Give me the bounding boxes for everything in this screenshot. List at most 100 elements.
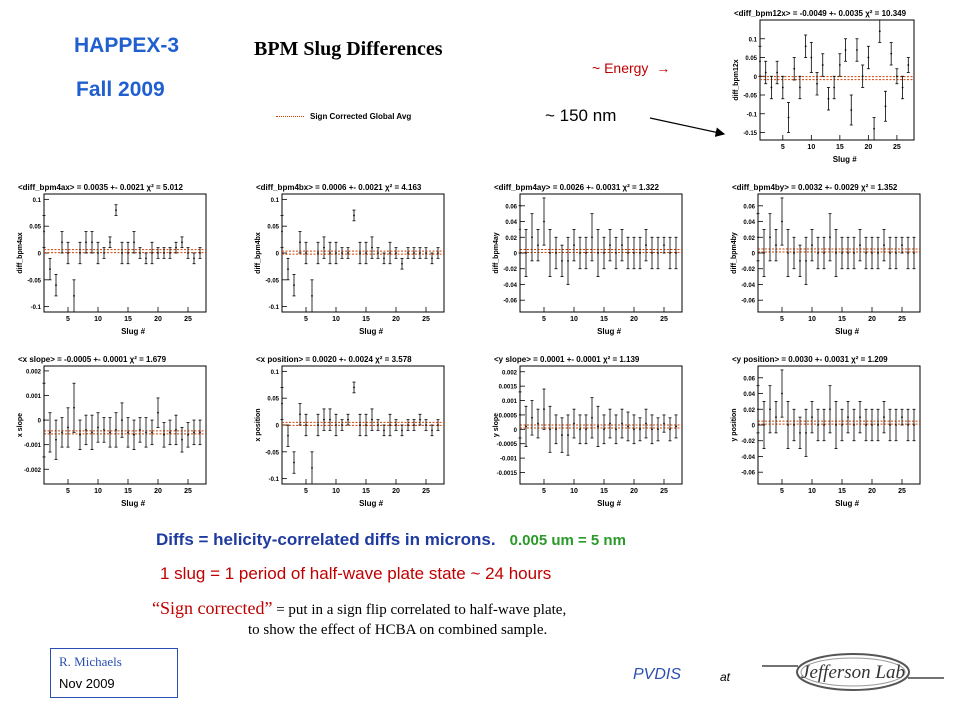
data-point <box>615 252 617 254</box>
data-point <box>97 426 99 429</box>
data-point <box>175 429 177 431</box>
data-point <box>895 424 897 426</box>
data-point <box>871 252 873 254</box>
unit-note: 0.005 um = 5 nm <box>509 532 626 549</box>
x-tick-label: 5 <box>304 488 308 495</box>
x-axis-label: Slug # <box>597 327 622 336</box>
y-tick-label: -0.0005 <box>497 442 518 448</box>
data-point <box>627 425 629 428</box>
data-point <box>133 433 135 436</box>
data-point <box>645 422 647 425</box>
data-point <box>856 49 858 51</box>
y-axis-label: diff_bpm4ax <box>17 232 24 273</box>
x-tick-label: 15 <box>838 316 846 323</box>
data-point <box>407 424 409 426</box>
data-point <box>901 416 903 419</box>
data-point <box>823 424 825 426</box>
data-point <box>157 411 159 414</box>
energy-label: ~ Energy <box>592 60 649 76</box>
data-point <box>401 262 403 265</box>
y-tick-label: -0.05 <box>27 278 41 284</box>
pointer-arrow <box>649 117 726 137</box>
x-tick-label: 25 <box>422 316 430 323</box>
data-point <box>793 424 795 426</box>
y-tick-label: 0.05 <box>745 56 757 62</box>
data-point <box>763 252 765 254</box>
data-point <box>413 252 415 254</box>
x-tick-label: 25 <box>184 316 192 323</box>
data-point <box>877 424 879 426</box>
data-point <box>567 434 569 436</box>
data-point <box>764 71 767 74</box>
data-point <box>49 268 51 270</box>
data-point <box>775 244 777 247</box>
y-tick-label: 0.02 <box>505 236 517 242</box>
y-tick-label: -0.1 <box>747 112 758 118</box>
data-point <box>103 252 105 254</box>
data-point <box>299 413 301 416</box>
y-axis-label: x position <box>255 408 262 441</box>
y-tick-label: 0.1 <box>271 370 280 376</box>
diffs-text: Diffs = helicity-correlated diffs in mic… <box>156 530 496 549</box>
y-tick-label: 0.02 <box>743 408 755 414</box>
data-point <box>419 252 421 254</box>
data-point <box>121 252 123 254</box>
data-point <box>85 241 87 244</box>
y-tick-label: 0 <box>276 424 280 430</box>
x-axis-label: Slug # <box>597 499 622 508</box>
data-point <box>91 241 93 244</box>
data-point <box>821 64 824 66</box>
data-point <box>804 45 807 48</box>
data-point <box>907 252 909 254</box>
data-point <box>787 116 790 119</box>
y-tick-label: -0.002 <box>24 468 42 474</box>
data-point <box>867 56 870 59</box>
chart-panel-1: <diff_bpm4ax> = 0.0035 +- 0.0021 χ² = 5.… <box>17 183 207 336</box>
y-axis-label: diff_bpm4ay <box>493 232 500 273</box>
data-point <box>639 252 641 254</box>
data-point <box>109 431 111 434</box>
data-point <box>865 252 867 254</box>
y-tick-label: 0 <box>38 419 42 425</box>
data-point <box>657 252 659 254</box>
sign-note-2: to show the effect of HCBA on combined s… <box>248 622 548 638</box>
data-point <box>669 428 671 431</box>
data-point <box>61 241 63 244</box>
chart-title: <x position> = 0.0020 +- 0.0024 χ² = 3.5… <box>256 355 412 364</box>
data-point <box>85 429 87 431</box>
data-point <box>833 86 836 89</box>
data-point <box>281 402 283 405</box>
data-point <box>163 252 165 254</box>
x-tick-label: 15 <box>124 488 132 495</box>
data-point <box>169 431 171 434</box>
chart-panel-2: <diff_bpm4bx> = 0.0006 +- 0.0021 χ² = 4.… <box>255 183 445 336</box>
data-point <box>371 246 373 249</box>
data-point <box>561 259 563 262</box>
data-point <box>835 252 837 254</box>
data-point <box>79 433 81 436</box>
data-point <box>859 416 861 419</box>
x-axis-label: Slug # <box>835 327 860 336</box>
x-tick-label: 5 <box>780 316 784 323</box>
data-point <box>187 433 189 436</box>
happex-title: HAPPEX-3 <box>74 34 180 57</box>
data-point <box>175 246 177 249</box>
x-tick-label: 20 <box>392 316 400 323</box>
data-point <box>395 252 397 254</box>
author-name: R. Michaels <box>59 654 122 669</box>
data-point <box>317 252 319 254</box>
logo-text: Jefferson Lab <box>801 662 905 683</box>
chart-panel-7: <y slope> = 0.0001 +- 0.0001 χ² = 1.139 0… <box>493 355 683 508</box>
data-point <box>531 416 533 419</box>
data-point <box>889 424 891 426</box>
data-point <box>585 428 587 431</box>
data-point <box>419 418 421 421</box>
y-tick-label: -0.15 <box>743 131 757 137</box>
data-point <box>287 434 289 437</box>
data-point <box>537 244 539 247</box>
data-point <box>169 252 171 254</box>
data-point <box>907 424 909 426</box>
data-point <box>329 418 331 421</box>
data-point <box>835 424 837 426</box>
data-point <box>859 244 861 247</box>
